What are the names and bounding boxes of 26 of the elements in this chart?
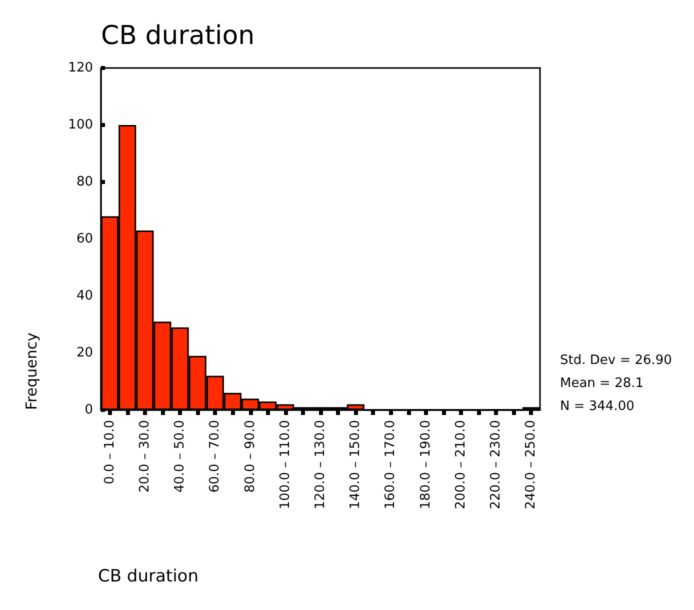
text: Mean = 28.1 — [560, 376, 644, 391]
x-tick-label: 100.0 – 110.0 — [278, 420, 293, 510]
text: Std. Dev = 26.90 — [560, 353, 672, 368]
x-tick-label: 160.0 – 170.0 — [383, 420, 398, 510]
y-tick-label: 60 — [76, 232, 93, 246]
x-tick-label: 120.0 – 130.0 — [313, 420, 328, 510]
x-tick-label: 60.0 – 70.0 — [208, 420, 223, 493]
y-tick-label: 100 — [68, 118, 93, 132]
x-tick-label: 40.0 – 50.0 — [172, 420, 188, 493]
x-tick-label: 200.0 – 210.0 — [453, 420, 468, 510]
y-tick-label: 120 — [68, 60, 93, 76]
text: N = 344.00 — [560, 399, 634, 414]
chart-title: CB duration — [101, 21, 255, 51]
x-axis-title: CB duration — [98, 566, 198, 586]
x-tick-label: 0.0 – 10.0 — [102, 420, 118, 484]
y-axis-title: Frequency — [22, 332, 40, 410]
x-tick-label: 220.0 – 230.0 — [488, 420, 504, 510]
y-tick-label: 40 — [76, 288, 93, 304]
x-tick-label: 80.0 – 90.0 — [242, 420, 258, 493]
y-tick-label: 80 — [76, 174, 93, 190]
x-tick-label: 180.0 – 190.0 — [418, 420, 434, 510]
x-tick-label: 20.0 – 30.0 — [137, 420, 152, 493]
y-tick-label: 0 — [84, 402, 93, 418]
x-tick-label: 140.0 – 150.0 — [348, 420, 364, 510]
y-tick-label: 20 — [76, 346, 93, 360]
x-tick-label: 240.0 – 250.0 — [524, 420, 539, 510]
